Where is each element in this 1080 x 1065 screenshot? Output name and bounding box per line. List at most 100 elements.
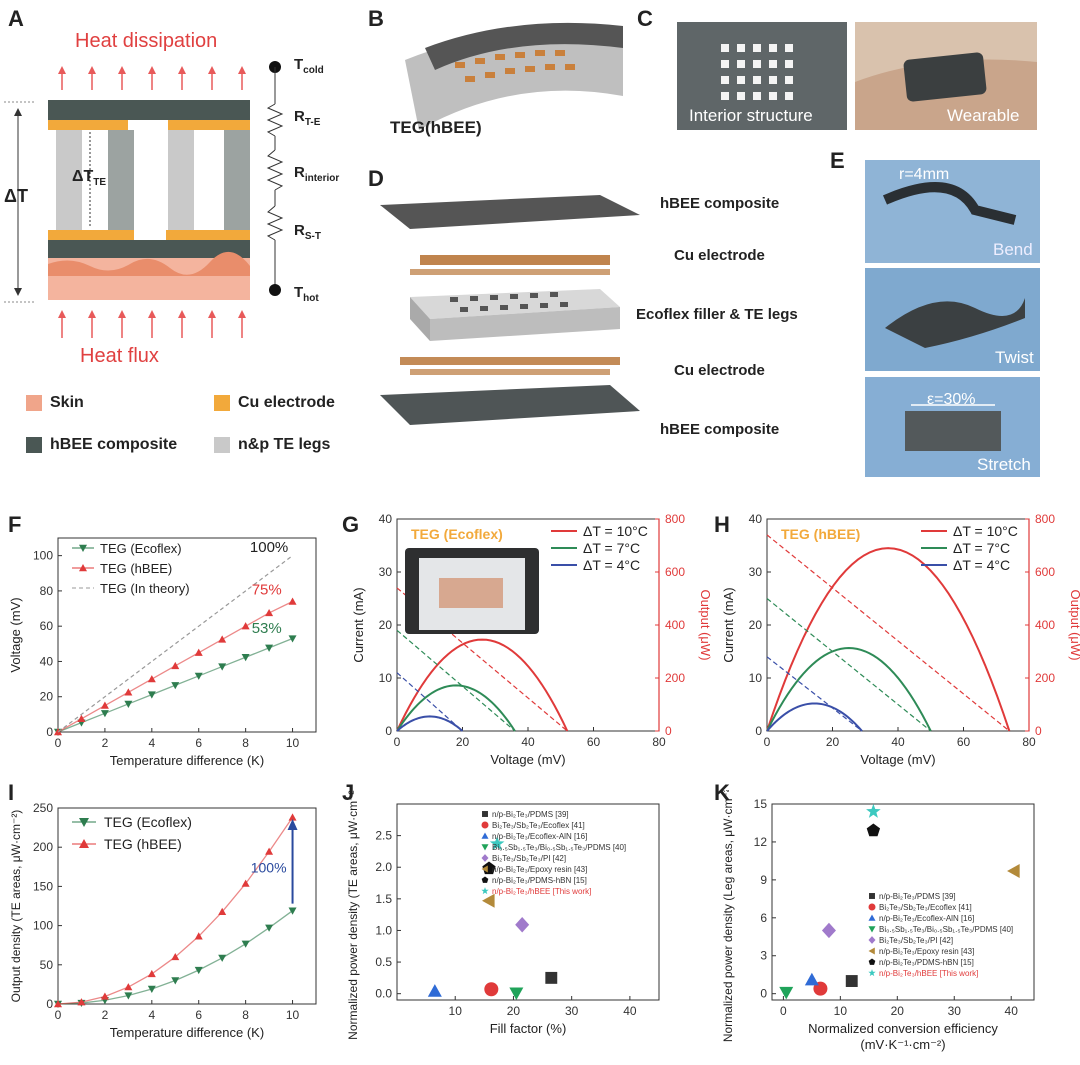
data-point [100,992,109,1000]
legend-label: n/p-Bi₂Te₃/PDMS [39] [492,810,569,819]
legend-label: n/p-Bi₂Te₃/hBEE [This work] [879,969,978,978]
plot-frame [396,803,660,1001]
y-tick-label: 60 [40,619,54,633]
legend-marker [481,865,488,873]
iv-line-0 [396,587,568,732]
data-point [218,635,227,643]
y2-tick-label: 600 [665,565,685,579]
y-tick-label: 0 [46,725,53,739]
data-point [288,635,297,643]
y-tick-label: 0.0 [375,987,392,1001]
data-point [124,983,133,991]
legend-label: Bi₀.₅Sb₁.₅Te₃/Bi₀.₅Sb₁.₅Te₃/PDMS [40] [492,843,626,852]
legend-label: TEG (hBEE) [104,836,182,852]
data-point-4 [821,922,836,939]
y2-tick-label: 200 [665,671,685,685]
iv-line-2 [766,656,863,732]
data-point [54,1000,62,1008]
x-axis-label: Fill factor (%) [490,1021,567,1036]
x-tick-label: 20 [456,735,470,749]
x-tick-label: 40 [891,735,905,749]
data-point [265,847,274,855]
x-tick-label: 40 [521,735,535,749]
y-tick-label: 6 [760,911,767,925]
panel-label-f: F [8,512,22,537]
r-te-label: RT-E [294,108,321,128]
legend-marker [481,832,489,839]
power-curve-0 [766,547,1011,732]
y-tick-label: 250 [33,801,53,815]
data-point-0 [845,975,858,987]
iv-line-2 [396,672,463,732]
legend-label: n/p-Bi₂Te₃/hBEE [This work] [492,887,591,896]
y-tick-label: 12 [754,835,768,849]
data-point [265,924,274,932]
data-point [194,966,203,975]
data-point-5 [1007,864,1020,879]
r-interior-label: Rinterior [294,164,340,184]
data-point [124,688,133,696]
legend-label: n/p-Bi₂Te₃/PDMS-hBN [15] [492,876,587,885]
data-point [218,954,227,962]
legend-marker [481,844,489,851]
legend-marker [79,839,89,848]
legend-skin: Skin [26,394,84,412]
legend-label: Bi₀.₅Sb₁.₅Te₃/Bi₀.₅Sb₁.₅Te₃/PDMS [40] [879,925,1013,934]
panel-label-c: C [637,6,653,31]
photo-twist: Twist [865,268,1040,371]
x-tick-label: 20 [891,1004,905,1018]
x-tick-label: 80 [652,735,666,749]
x-tick-label: 10 [834,1004,848,1018]
y-tick-label: 200 [33,840,53,854]
x-tick-label: 2 [102,1008,109,1022]
chart-k-efficiency: 0 10 20 30 40 0 3 6 9 12 15 Normalized conversion e… [721,790,1035,1052]
x-axis-label: Temperature difference (K) [110,1025,264,1040]
legend-label: TEG (Ecoflex) [100,541,182,556]
data-point [241,940,250,948]
bend-label: Bend [993,240,1033,259]
legend-label: n/p-Bi₂Te₃/PDMS-hBN [15] [879,958,974,967]
data-point-2 [804,972,819,986]
legend-label: n/p-Bi₂Te₃/PDMS [39] [879,892,956,901]
data-point [265,608,274,617]
legend-marker [868,958,876,965]
wearable-label: Wearable [947,106,1020,125]
y-tick-label: 0 [760,987,767,1001]
x-tick-label: 10 [449,1004,463,1018]
bend-radius-label: r=4mm [899,166,950,183]
cu-swatch [214,394,230,411]
data-point-3 [509,987,524,1001]
percent-annotation: 100% [250,539,288,556]
delta-t-te-label: ΔTTE [72,168,107,189]
legend-label: Bi₂Te₃/Sb₂Te₃/PI [42] [879,936,953,945]
power-curve-1 [766,647,932,732]
y-tick-label: 3 [760,949,767,963]
x-tick-label: 4 [148,736,155,750]
panel-label-d: D [368,166,384,191]
x-tick-label: 40 [623,1004,637,1018]
data-point [218,907,227,916]
heat-flux-arrows [58,310,246,338]
legend-label: n/p-Bi₂Te₃/Ecoflex-AlN [16] [879,914,974,923]
layer-label-1: hBEE composite [660,195,780,212]
y-axis-label: Output density (TE areas, μW·cm⁻²) [9,810,23,1003]
x-tick-label: 30 [565,1004,579,1018]
layer-label-5: hBEE composite [660,421,780,438]
panel-label-e: E [830,148,845,173]
skin-layer [48,258,250,300]
legend-label: Bi₂Te₃/Sb₂Te₃/Ecoflex [41] [879,903,972,912]
percent-annotation: 100% [251,859,287,875]
legend-marker [79,564,87,572]
chart-title: TEG (hBEE) [781,526,860,542]
y-tick-label: 1.5 [375,892,392,906]
iv-line-1 [766,598,932,732]
x-axis-label: Normalized conversion efficiency [808,1021,998,1036]
panel-label-a: A [8,6,24,31]
y2-tick-label: 200 [1035,671,1055,685]
x-tick-label: 6 [195,736,202,750]
x-tick-label: 8 [242,1008,249,1022]
x-tick-label: 30 [948,1004,962,1018]
g-inset-photo [405,548,539,634]
panel-label-i: I [8,780,15,805]
data-point-6 [866,823,881,837]
